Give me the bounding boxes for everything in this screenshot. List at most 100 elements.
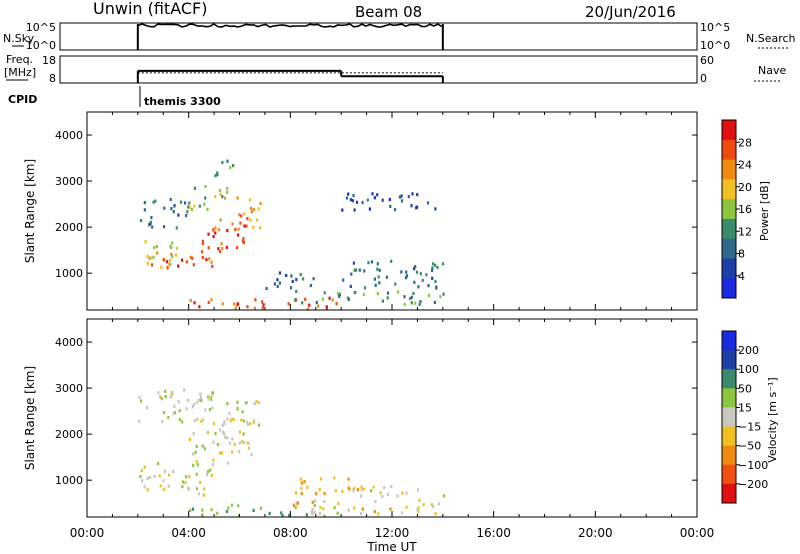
y-tick-label: 4000 [55,129,83,142]
data-cell [192,452,195,456]
data-cell [192,403,195,407]
data-cell [234,306,237,310]
data-cell [192,263,195,267]
data-cell [227,461,230,465]
power-data-cells [140,159,445,311]
data-cell [184,481,187,485]
data-cell [352,261,355,265]
data-cell [169,395,172,399]
data-cell [428,293,431,298]
power-colorbar: 4 8 12 16 20 24 28 Power [dB] [721,119,771,299]
data-cell [289,286,293,290]
data-cell [362,292,366,297]
data-cell [393,208,397,212]
colorbar-tick-label: 200 [738,344,759,357]
nave-right-tick-top: 60 [700,54,714,67]
data-cell [242,237,245,241]
data-cell [225,245,228,249]
freq-panel: Freq. [MHz] 18 8 60 0 Nave [4,53,786,85]
data-cell [202,493,205,497]
colorbar-segment [722,258,736,279]
data-cell [189,255,192,259]
data-cell [405,274,409,278]
data-cell [439,295,442,299]
colorbar-segment [722,388,736,408]
data-cell [253,419,256,423]
data-cell [204,408,207,412]
data-cell [163,469,166,473]
data-cell [150,256,153,260]
data-cell [170,207,173,211]
x-tick-label: 04:00 [171,526,206,540]
power-y-axis: 1000 2000 3000 4000 [55,129,697,280]
data-cell [201,444,204,448]
data-cell [383,486,386,490]
data-cell [208,257,211,261]
data-cell [218,249,222,254]
data-cell [323,500,326,504]
data-cell [216,442,219,447]
data-cell [177,213,180,217]
data-cell [376,193,379,197]
data-cell [169,197,172,202]
data-cell [157,461,160,466]
data-cell [318,488,321,492]
data-cell [349,198,352,202]
data-cell [210,298,213,302]
data-cell [278,271,282,275]
data-cell [419,272,422,276]
data-cell [378,268,381,272]
data-cell [218,451,222,455]
data-cell [243,224,246,228]
data-cell [312,277,315,281]
colorbar-tick-label: 12 [738,225,752,238]
data-cell [374,283,377,287]
colorbar-tick-label: −50 [738,440,761,453]
data-cell [336,511,339,515]
data-cell [302,480,305,484]
nsky-label: N.Sky [3,32,35,45]
data-cell [250,210,253,214]
data-cell [371,192,374,196]
data-cell [143,208,146,212]
data-cell [306,485,309,489]
data-cell [187,398,190,402]
data-cell [181,485,184,489]
data-cell [207,232,210,236]
data-cell [390,484,393,489]
data-cell [252,508,255,512]
data-cell [438,502,441,506]
data-cell [311,512,314,516]
data-cell [360,488,363,492]
data-cell [239,221,242,225]
cpid-label: CPID [8,93,37,106]
data-cell [417,488,420,492]
velocity-y-axis: 1000 2000 3000 4000 [55,336,697,487]
data-cell [236,245,239,250]
data-cell [315,492,318,496]
data-cell [212,458,215,462]
data-cell [166,266,169,270]
data-cell [187,486,190,490]
data-cell [201,239,204,243]
data-cell [360,511,363,516]
data-cell [306,307,309,311]
data-cell [173,404,176,408]
data-cell [221,195,224,199]
nsky-right-tick-bottom: 10^0 [700,39,730,52]
data-cell [334,489,337,493]
data-cell [416,205,419,209]
data-cell [214,195,217,199]
data-cell [188,205,191,210]
data-cell [212,235,215,239]
data-cell [228,441,232,445]
colorbar-tick-label: 20 [738,181,752,194]
data-cell [193,419,196,423]
data-cell [242,419,245,423]
data-cell [174,253,178,257]
data-cell [214,226,217,230]
y-tick-label: 2000 [55,221,83,234]
colorbar-segment [722,426,736,447]
colorbar-tick-label: 50 [738,382,752,395]
data-cell [346,296,349,300]
